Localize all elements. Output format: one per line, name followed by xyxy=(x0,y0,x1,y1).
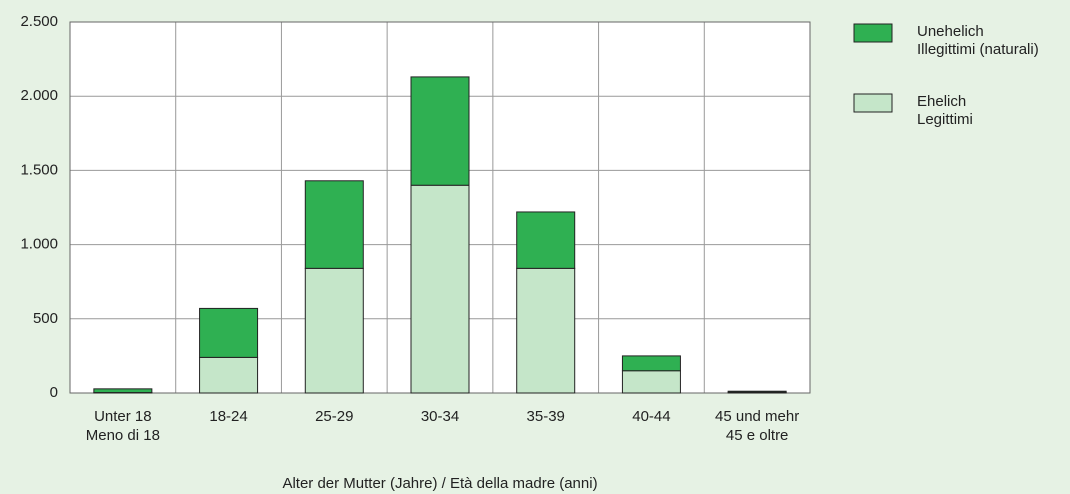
legend-swatch xyxy=(853,93,893,113)
legend-label: Illegittimi (naturali) xyxy=(917,41,1039,58)
bar-segment xyxy=(304,180,364,269)
x-tick-label: 40-44 xyxy=(632,408,670,425)
bar-segment xyxy=(516,211,576,269)
bar-segment xyxy=(93,388,153,394)
bar-segment xyxy=(410,76,470,186)
y-tick-label: 2.500 xyxy=(20,13,58,30)
x-tick-label: 45 und mehr xyxy=(715,408,799,425)
y-tick-label: 0 xyxy=(50,384,58,401)
bar-segment xyxy=(621,355,681,372)
y-tick-label: 1.500 xyxy=(20,161,58,178)
x-axis-label: Alter der Mutter (Jahre) / Età della mad… xyxy=(282,475,597,492)
bar-segment xyxy=(516,267,576,394)
bar-segment xyxy=(410,184,470,394)
x-tick-label: 30-34 xyxy=(421,408,459,425)
y-tick-label: 1.000 xyxy=(20,236,58,253)
x-tick-label: Unter 18 xyxy=(94,408,152,425)
x-tick-label: 35-39 xyxy=(527,408,565,425)
legend-label: Ehelich xyxy=(917,93,966,110)
legend-swatch xyxy=(853,23,893,43)
legend-label: Unehelich xyxy=(917,23,984,40)
legend-label: Legittimi xyxy=(917,111,973,128)
bar-segment xyxy=(199,307,259,358)
x-tick-label: 18-24 xyxy=(209,408,247,425)
bar-segment xyxy=(199,356,259,394)
y-tick-label: 500 xyxy=(33,310,58,327)
x-tick-label: 45 e oltre xyxy=(726,427,789,444)
y-tick-label: 2.000 xyxy=(20,87,58,104)
bar-segment xyxy=(304,267,364,394)
bar-segment xyxy=(727,390,787,393)
bar-segment xyxy=(621,370,681,394)
x-tick-label: 25-29 xyxy=(315,408,353,425)
x-tick-label: Meno di 18 xyxy=(86,427,160,444)
